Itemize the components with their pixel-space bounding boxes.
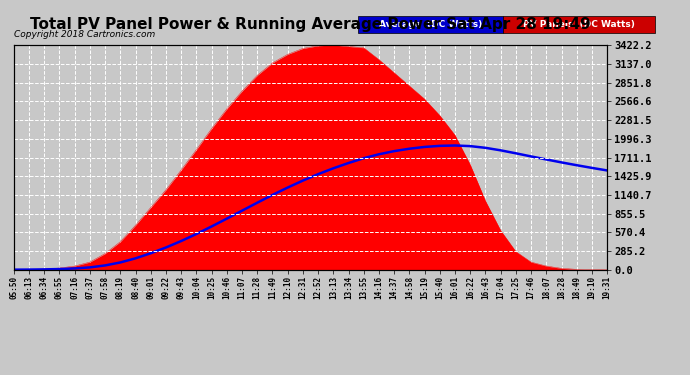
Text: Copyright 2018 Cartronics.com: Copyright 2018 Cartronics.com <box>14 30 155 39</box>
FancyBboxPatch shape <box>358 16 504 33</box>
FancyBboxPatch shape <box>504 16 655 33</box>
Text: PV Panels  (DC Watts): PV Panels (DC Watts) <box>523 20 635 29</box>
Text: Average  (DC Watts): Average (DC Watts) <box>379 20 482 29</box>
Text: Total PV Panel Power & Running Average Power Sat Apr 28 19:49: Total PV Panel Power & Running Average P… <box>30 17 591 32</box>
